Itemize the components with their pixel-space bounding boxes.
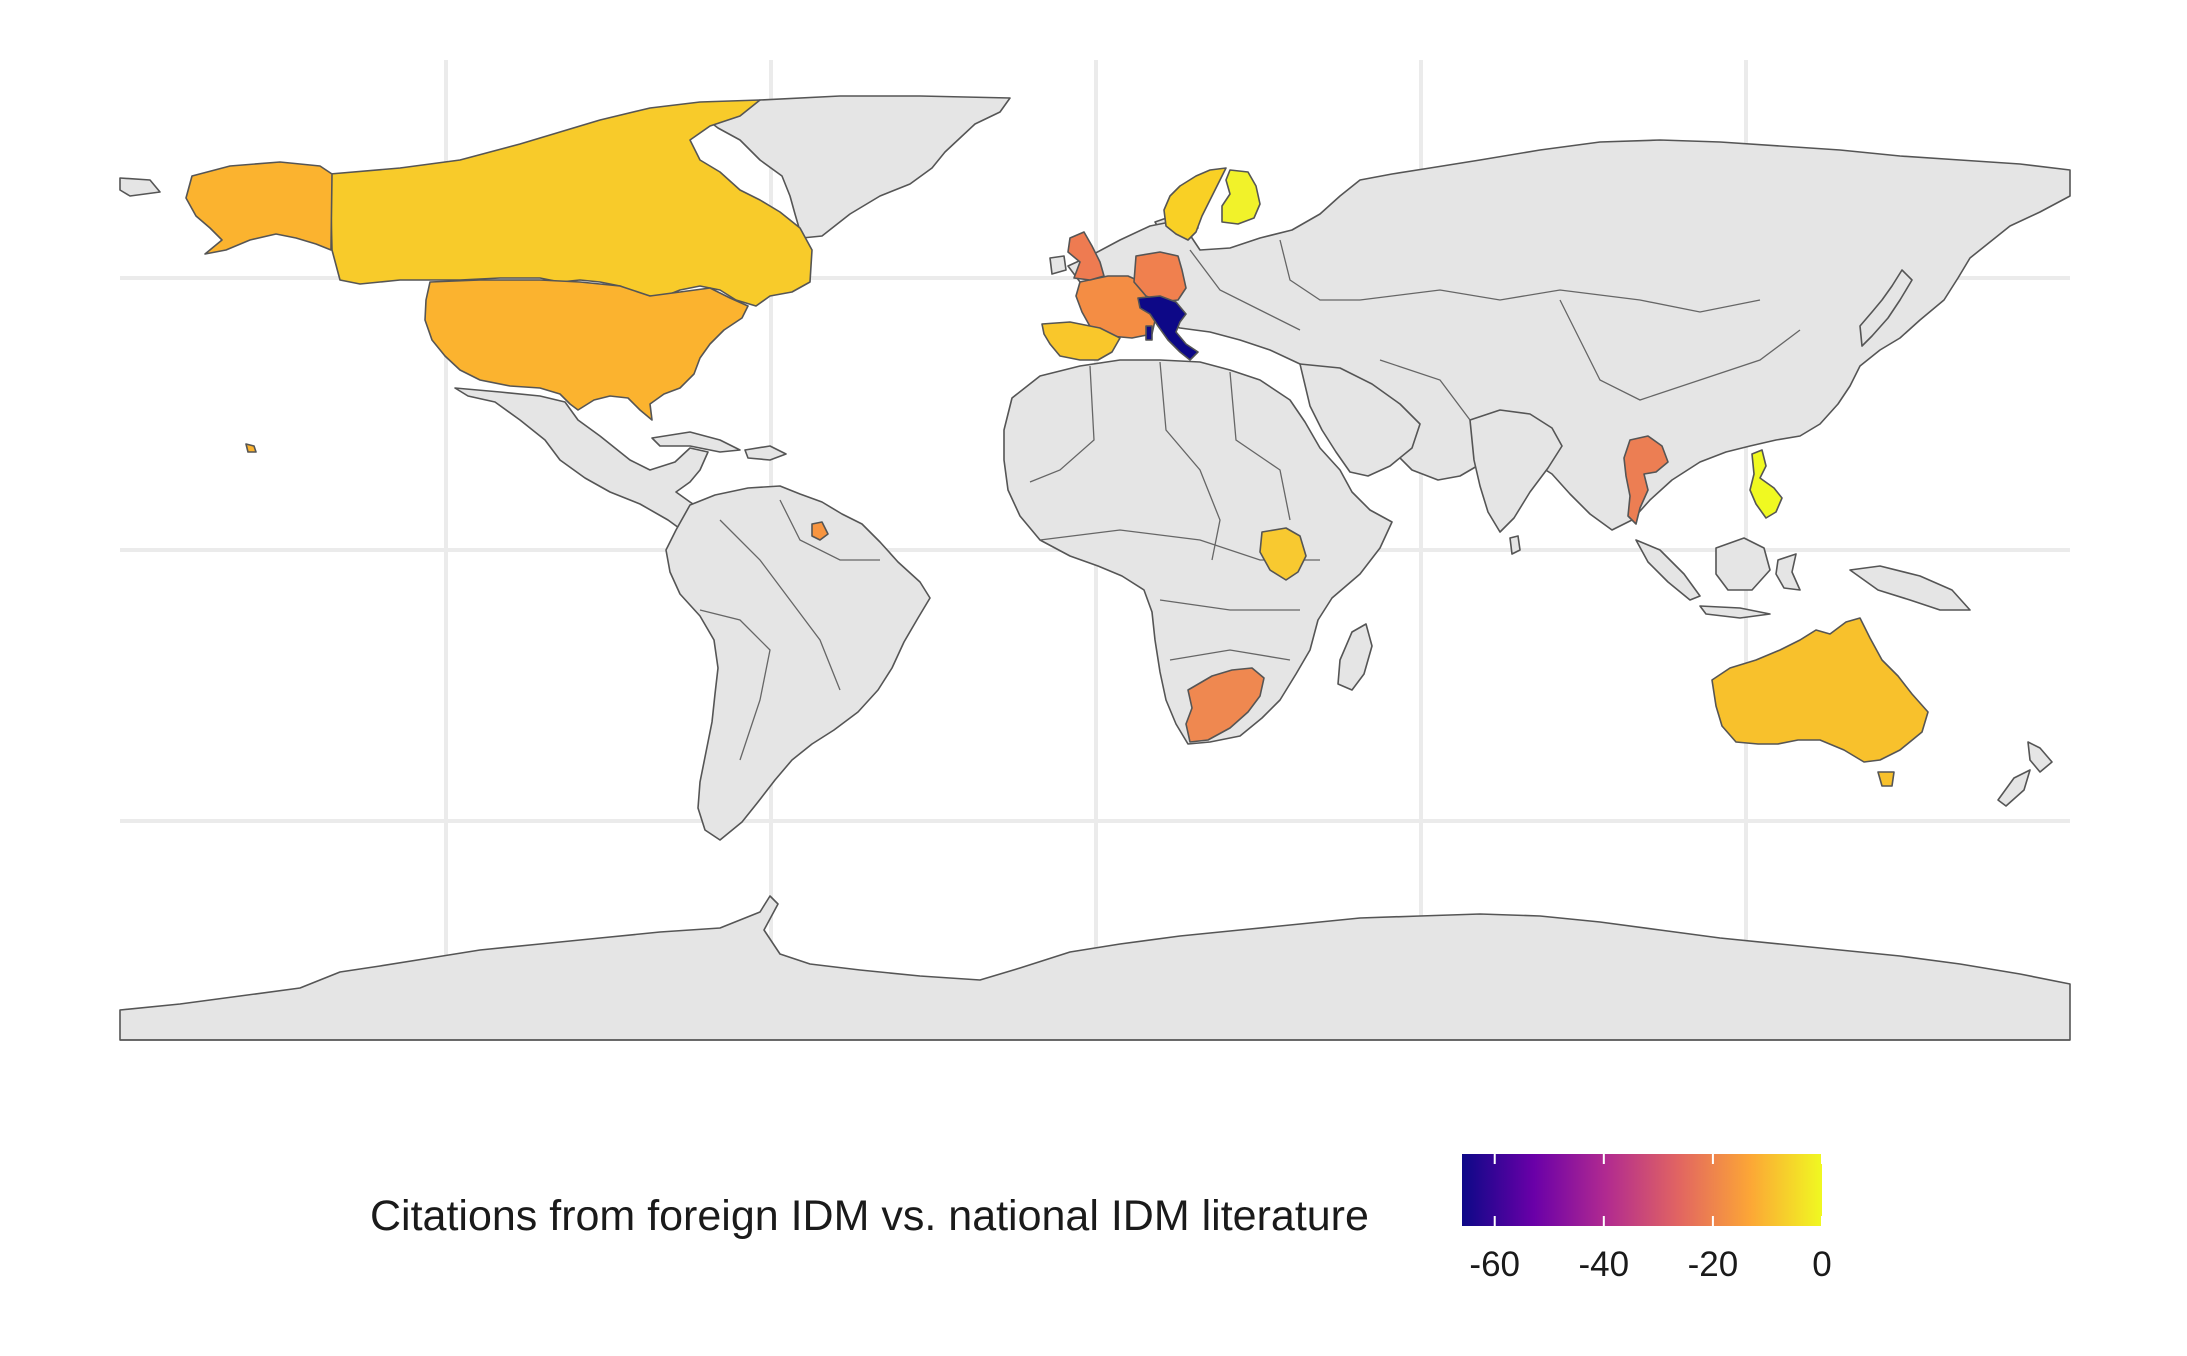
country-kenya[interactable] <box>1259 527 1307 581</box>
country-united-states[interactable] <box>424 279 749 421</box>
land-arabia <box>1299 363 1421 477</box>
country-united-kingdom[interactable] <box>1067 231 1105 281</box>
country-canada[interactable] <box>329 99 813 307</box>
land-mexico-central-america <box>454 387 726 541</box>
land-western-alaska-edge <box>119 177 161 197</box>
country-south-africa[interactable] <box>1185 667 1265 743</box>
country-spain[interactable] <box>1041 321 1121 361</box>
land-japan <box>1859 269 1913 347</box>
land-new-zealand-south <box>1997 769 2031 807</box>
border-sa-a <box>719 519 841 691</box>
land-new-zealand-north <box>2027 741 2053 773</box>
land-greenland <box>704 95 1011 239</box>
border-africa-a <box>1029 365 1095 483</box>
legend-tick-label: 0 <box>1812 1245 1832 1284</box>
land-south-america <box>665 485 931 841</box>
border-africa-b <box>1159 361 1221 561</box>
border-africa-e <box>1159 599 1300 611</box>
legend-tick-label: -20 <box>1687 1245 1739 1284</box>
border-asia-b <box>1379 359 1471 421</box>
land-sulawesi <box>1775 553 1801 591</box>
country-united-states-hawaii[interactable] <box>245 443 257 453</box>
country-australia-tasmania[interactable] <box>1877 771 1895 787</box>
country-australia[interactable] <box>1711 617 1929 763</box>
country-united-states-alaska[interactable] <box>185 161 333 255</box>
land-india <box>1469 409 1563 533</box>
country-germany[interactable] <box>1133 251 1187 303</box>
country-sweden[interactable] <box>1163 167 1227 241</box>
border-asia-a <box>1359 289 1761 313</box>
legend-tick-label: -40 <box>1578 1245 1630 1284</box>
land-no-data <box>119 95 2071 1041</box>
land-antarctica <box>119 895 2071 1041</box>
legend-gradient-bar <box>1462 1154 1822 1226</box>
land-sumatra <box>1635 539 1701 601</box>
country-thailand[interactable] <box>1623 435 1669 525</box>
country-philippines[interactable] <box>1749 449 1783 519</box>
country-finland[interactable] <box>1221 169 1261 225</box>
border-sa-b <box>699 609 771 761</box>
border-europe-a <box>1189 249 1301 331</box>
legend-ticks <box>1493 1154 1823 1226</box>
country-french-guiana[interactable] <box>811 521 829 541</box>
land-new-guinea <box>1849 565 1971 611</box>
country-borders <box>699 239 1801 761</box>
land-madagascar <box>1337 623 1373 691</box>
country-italy-sardinia[interactable] <box>1145 325 1153 341</box>
land-hispaniola <box>744 445 787 461</box>
legend-title: Citations from foreign IDM vs. national … <box>370 1192 1369 1240</box>
legend-colorbar <box>1462 1154 1823 1226</box>
legend-tick-label: -60 <box>1469 1245 1521 1284</box>
country-ireland-outline <box>1049 255 1067 275</box>
land-cuba <box>651 431 741 453</box>
border-africa-c <box>1229 371 1291 521</box>
land-africa <box>1003 359 1393 745</box>
country-italy[interactable] <box>1137 295 1199 361</box>
choropleth-countries <box>185 99 1929 787</box>
border-africa-f <box>1169 649 1291 661</box>
land-sri-lanka <box>1509 535 1521 555</box>
border-europe-b <box>1279 239 1360 301</box>
land-borneo <box>1715 537 1771 591</box>
border-sa-c <box>779 499 880 561</box>
land-java <box>1699 605 1771 619</box>
border-asia-c <box>1559 299 1801 401</box>
